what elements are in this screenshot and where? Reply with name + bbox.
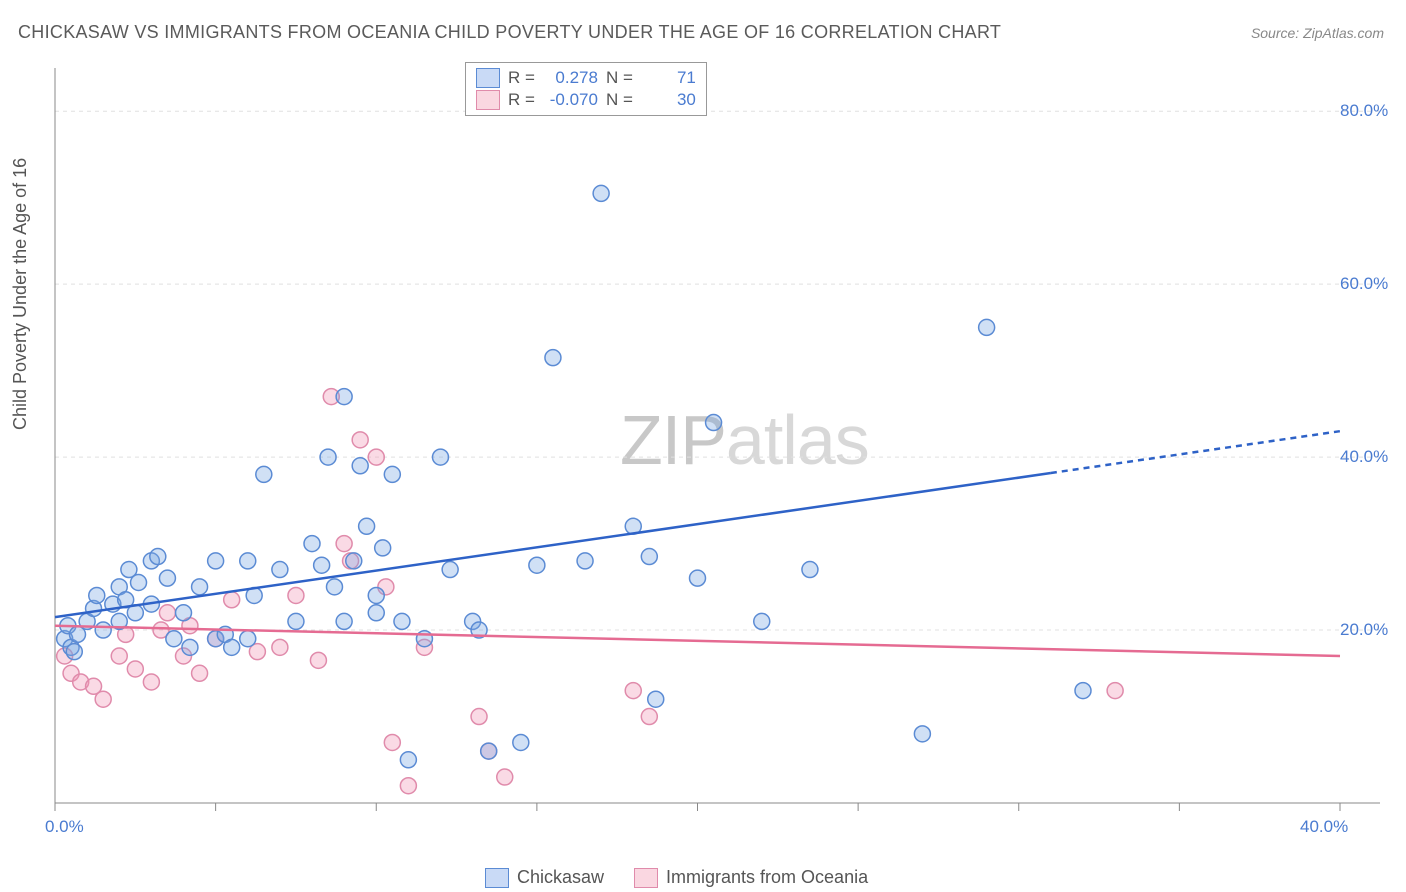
y-tick-label: 60.0%	[1340, 274, 1388, 294]
n-label: N =	[606, 90, 633, 110]
chart-title: CHICKASAW VS IMMIGRANTS FROM OCEANIA CHI…	[18, 22, 1001, 43]
chart-area	[50, 58, 1388, 843]
x-tick-label: 0.0%	[45, 817, 84, 837]
legend-label: Immigrants from Oceania	[666, 867, 868, 888]
swatch-icon	[476, 68, 500, 88]
swatch-icon	[485, 868, 509, 888]
chart-legend: Chickasaw Immigrants from Oceania	[485, 867, 868, 888]
n-label: N =	[606, 68, 633, 88]
y-tick-label: 20.0%	[1340, 620, 1388, 640]
source-attribution: Source: ZipAtlas.com	[1251, 25, 1384, 41]
swatch-icon	[634, 868, 658, 888]
swatch-icon	[476, 90, 500, 110]
x-tick-label: 40.0%	[1300, 817, 1348, 837]
r-value: 0.278	[543, 68, 598, 88]
y-tick-label: 40.0%	[1340, 447, 1388, 467]
legend-label: Chickasaw	[517, 867, 604, 888]
r-label: R =	[508, 90, 535, 110]
r-label: R =	[508, 68, 535, 88]
legend-item-series1: Chickasaw	[485, 867, 604, 888]
n-value: 71	[641, 68, 696, 88]
y-axis-label: Child Poverty Under the Age of 16	[10, 158, 31, 430]
stats-row-series1: R = 0.278 N = 71	[476, 67, 696, 89]
legend-item-series2: Immigrants from Oceania	[634, 867, 868, 888]
n-value: 30	[641, 90, 696, 110]
r-value: -0.070	[543, 90, 598, 110]
scatter-chart-svg	[50, 58, 1388, 843]
stats-row-series2: R = -0.070 N = 30	[476, 89, 696, 111]
correlation-stats-box: R = 0.278 N = 71 R = -0.070 N = 30	[465, 62, 707, 116]
y-tick-label: 80.0%	[1340, 101, 1388, 121]
